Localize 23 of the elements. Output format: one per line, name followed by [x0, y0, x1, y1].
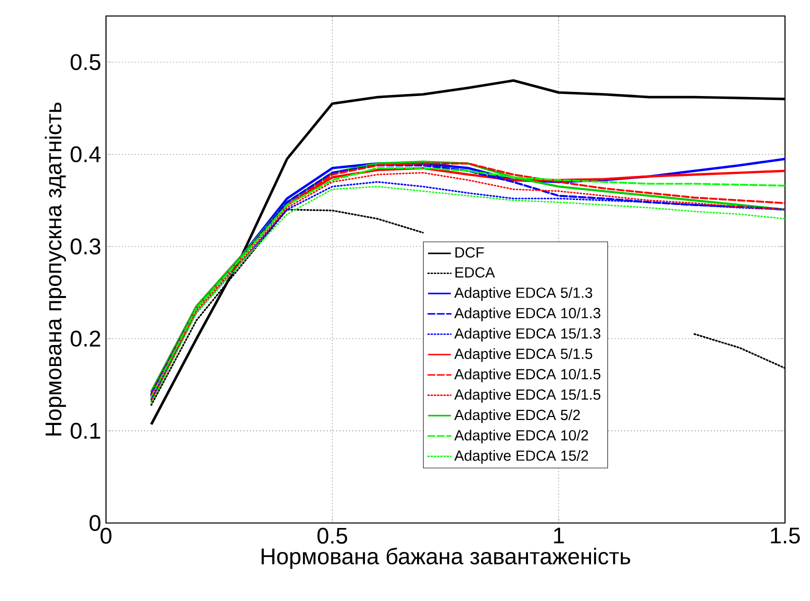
- x-tick-label: 0.5: [317, 528, 348, 544]
- legend-label: DCF: [455, 247, 484, 258]
- legend-label: Adaptive EDCA 5/1.5: [454, 348, 592, 362]
- y-tick-label: 0.4: [70, 146, 101, 162]
- x-tick-label: 0: [100, 528, 112, 544]
- legend-label: Adaptive EDCA 5/2: [454, 409, 580, 423]
- x-tick-label: 1: [554, 528, 564, 544]
- legend-label: Adaptive EDCA 15/1.3: [454, 328, 600, 342]
- x-axis-title: Нормована бажана завантаженість: [262, 548, 630, 569]
- legend-label: Adaptive EDCA 15/1.5: [454, 388, 600, 403]
- legend-label: Adaptive EDCA 15/2: [454, 450, 588, 464]
- legend-label: EDCA: [455, 267, 495, 278]
- x-tick-label: 1.5: [770, 528, 800, 544]
- y-tick-label: 0.2: [70, 330, 100, 347]
- y-tick-label: 0: [90, 514, 100, 532]
- y-axis-title: Нормована пропускна здатність: [44, 102, 66, 436]
- legend-label: Adaptive EDCA 5/1.3: [454, 287, 592, 301]
- y-tick-label: 0.3: [70, 238, 100, 254]
- legend-label: Adaptive EDCA 10/2: [454, 430, 588, 444]
- y-tick-label: 0.5: [70, 54, 100, 70]
- y-tick-label: 0.1: [70, 422, 100, 439]
- legend-label: Adaptive EDCA 10/1.3: [454, 308, 600, 322]
- legend-label: Adaptive EDCA 10/1.5: [454, 368, 600, 382]
